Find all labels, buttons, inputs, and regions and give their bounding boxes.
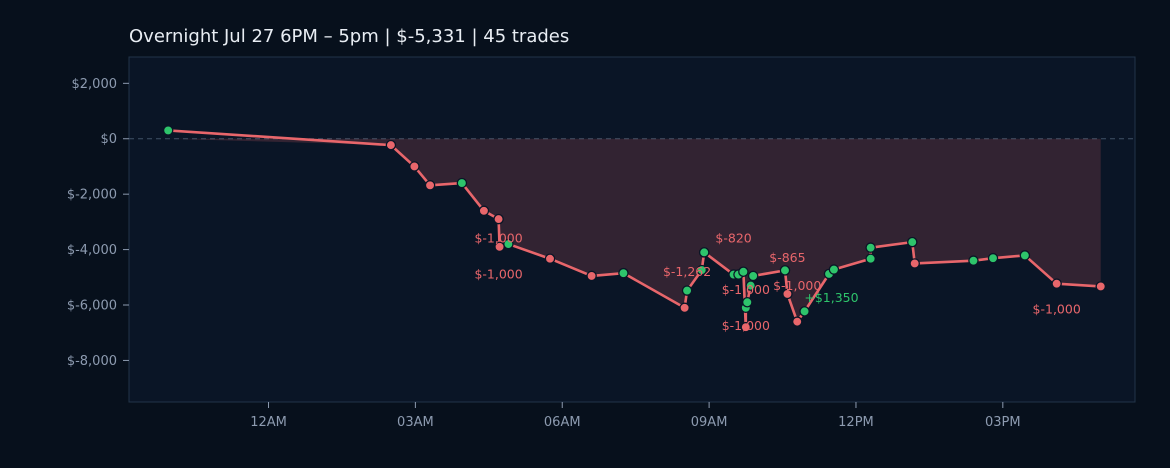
winning-trade-point <box>696 264 708 276</box>
y-tick-label: $0 <box>100 132 117 147</box>
winning-trade-point <box>865 242 876 253</box>
losing-trade-point <box>1051 278 1062 289</box>
y-tick-label: $-8,000 <box>67 354 117 369</box>
x-axis: 12AM 03AM 06AM 09AM 12PM 03PM <box>250 402 1021 430</box>
y-tick-label: $2,000 <box>72 77 118 92</box>
winning-trade-point <box>503 238 514 250</box>
losing-trade-point <box>679 302 690 314</box>
drawdown-area <box>168 138 1101 328</box>
losing-trade-point <box>385 139 397 151</box>
losing-trade-point <box>791 316 803 327</box>
winning-trade-point <box>745 280 756 291</box>
x-tick-label: 03AM <box>397 415 434 430</box>
y-tick-label: $-2,000 <box>67 188 117 203</box>
winning-trade-point <box>698 247 710 258</box>
trade-annotation: $-1,000 <box>474 267 522 282</box>
losing-trade-point <box>493 213 504 225</box>
trade-annotation: $-1,000 <box>1033 301 1081 316</box>
trade-annotation: $-1,000 <box>722 318 770 333</box>
winning-trade-point <box>747 270 759 282</box>
losing-trade-point <box>1095 281 1106 292</box>
winning-trade-point <box>799 306 810 317</box>
losing-trade-point <box>782 288 793 300</box>
losing-trade-point <box>586 270 597 282</box>
x-tick-label: 09AM <box>691 415 728 430</box>
trade-annotation: $-820 <box>715 231 751 246</box>
winning-trade-point <box>618 267 629 279</box>
y-axis: $2,000 $0 $-2,000 $-4,000 $-6,000 $-8,000 <box>67 77 129 369</box>
winning-trade-point <box>779 265 791 276</box>
losing-trade-point <box>478 205 490 217</box>
x-tick-label: 03PM <box>985 415 1021 430</box>
losing-trade-point <box>740 321 752 333</box>
winning-trade-point <box>681 285 693 296</box>
trade-annotation: $-865 <box>769 250 805 265</box>
losing-trade-point <box>424 180 436 191</box>
winning-trade-point <box>1019 250 1031 261</box>
winning-trade-point <box>742 296 753 308</box>
y-tick-label: $-4,000 <box>67 243 117 258</box>
losing-trade-point <box>544 253 556 264</box>
trade-annotation: $-1,000 <box>722 282 770 297</box>
trade-points <box>162 125 1106 333</box>
losing-trade-point <box>409 161 420 172</box>
losing-trade-point <box>909 258 920 269</box>
winning-trade-point <box>738 266 749 278</box>
trade-annotation: $-1,262 <box>663 264 711 279</box>
x-tick-label: 06AM <box>544 415 581 430</box>
y-tick-label: $-6,000 <box>67 299 117 314</box>
plot-area <box>128 56 1136 403</box>
trade-annotation: $-1,000 <box>773 278 821 293</box>
x-tick-label: 12PM <box>838 415 874 430</box>
winning-trade-point <box>987 252 999 264</box>
x-tick-label: 12AM <box>250 415 287 430</box>
winning-trade-point <box>828 264 840 275</box>
winning-trade-point <box>865 253 876 264</box>
winning-trade-point <box>162 125 174 136</box>
trade-annotation: +$1,350 <box>804 290 858 305</box>
chart-title: Overnight Jul 27 6PM – 5pm | $-5,331 | 4… <box>129 26 569 47</box>
trade-annotation: $-1,000 <box>474 231 522 246</box>
winning-trade-point <box>968 255 979 266</box>
winning-trade-point <box>907 236 918 248</box>
winning-trade-point <box>456 177 468 189</box>
trade-annotations: $-1,000$-1,000 $-1,262$-820$-1,000$-1,000… <box>474 231 1080 333</box>
